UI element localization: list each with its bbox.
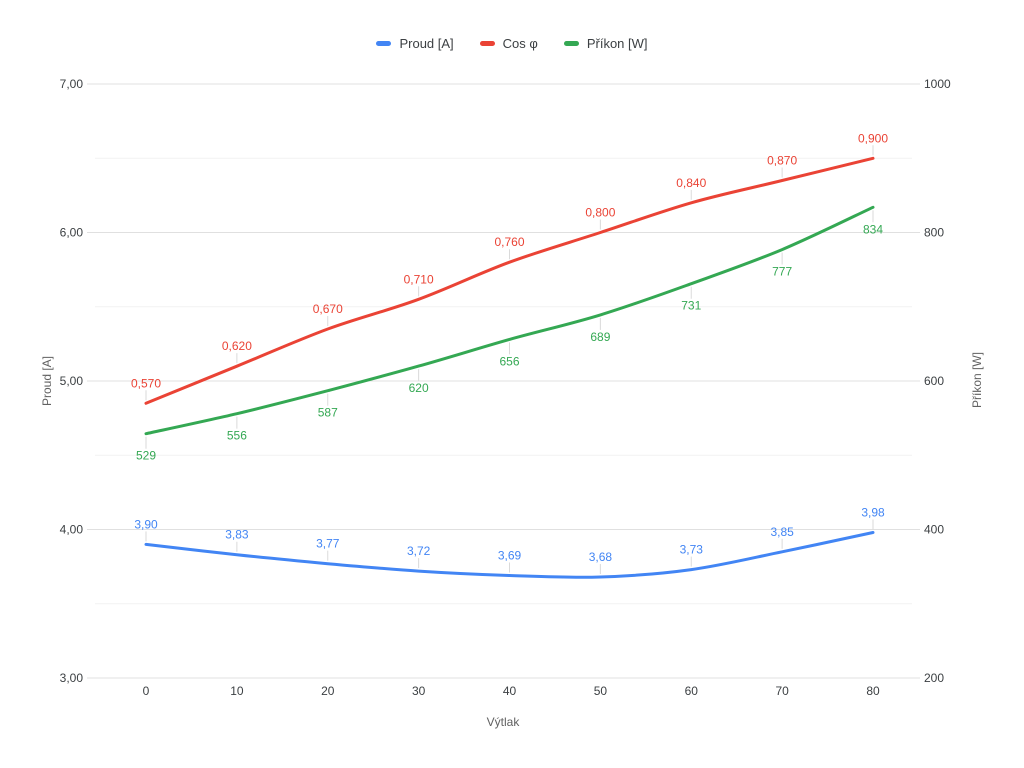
data-label: 0,620 <box>222 339 252 353</box>
data-label: 0,670 <box>313 302 343 316</box>
left-axis-tick-label: 5,00 <box>60 374 84 388</box>
series-line-cosphi <box>144 156 875 405</box>
data-label: 556 <box>227 429 247 443</box>
right-axis-tick-label: 800 <box>924 226 944 240</box>
data-label: 0,840 <box>676 176 706 190</box>
left-axis-tick-label: 3,00 <box>60 671 84 685</box>
data-label: 0,710 <box>404 272 434 286</box>
data-label: 0,870 <box>767 154 797 168</box>
legend-item-prikon: Příkon [W] <box>563 36 648 51</box>
data-label: 3,83 <box>225 528 249 542</box>
data-label: 620 <box>409 381 429 395</box>
data-label: 777 <box>772 265 792 279</box>
data-label: 3,77 <box>316 537 340 551</box>
legend-label-proud: Proud [A] <box>399 36 454 51</box>
data-label: 587 <box>318 406 338 420</box>
x-axis-title: Výtlak <box>486 715 520 729</box>
legend-label-cosphi: Cos φ <box>502 36 538 51</box>
x-axis-tick-label: 60 <box>685 684 699 698</box>
legend-swatch-proud-icon <box>376 41 392 46</box>
data-label: 0,570 <box>131 376 161 390</box>
x-axis-tick-label: 70 <box>775 684 789 698</box>
legend: Proud [A] Cos φ Příkon [W] <box>0 36 1024 51</box>
legend-swatch-prikon-icon <box>563 41 579 46</box>
right-axis-tick-label: 600 <box>924 374 944 388</box>
data-label: 0,760 <box>494 235 524 249</box>
data-label: 3,98 <box>861 505 885 519</box>
right-axis-tick-label: 400 <box>924 523 944 537</box>
data-label: 3,72 <box>407 544 431 558</box>
data-label: 0,900 <box>858 131 888 145</box>
data-label: 3,69 <box>498 549 522 563</box>
legend-item-proud: Proud [A] <box>376 36 454 51</box>
x-axis-tick-label: 0 <box>143 684 150 698</box>
data-label: 3,90 <box>134 517 158 531</box>
x-axis-tick-label: 20 <box>321 684 335 698</box>
x-axis-tick-label: 80 <box>866 684 880 698</box>
data-label: 0,800 <box>585 206 615 220</box>
legend-label-prikon: Příkon [W] <box>586 36 648 51</box>
legend-item-cosphi: Cos φ <box>479 36 538 51</box>
right-axis-tick-label: 200 <box>924 671 944 685</box>
left-axis-tick-label: 7,00 <box>60 77 84 91</box>
data-label: 731 <box>681 299 701 313</box>
x-axis-tick-label: 30 <box>412 684 426 698</box>
data-label: 689 <box>590 330 610 344</box>
data-label: 656 <box>499 354 519 368</box>
x-axis-tick-label: 10 <box>230 684 244 698</box>
data-label: 3,73 <box>680 543 704 557</box>
x-axis-tick-label: 50 <box>594 684 608 698</box>
series-line-prikon <box>144 205 875 436</box>
series-line-proud <box>144 531 875 579</box>
legend-swatch-cosphi-icon <box>479 41 495 46</box>
left-axis-tick-label: 6,00 <box>60 226 84 240</box>
data-label: 529 <box>136 449 156 463</box>
data-label: 3,85 <box>770 525 794 539</box>
left-axis-tick-label: 4,00 <box>60 523 84 537</box>
data-label: 834 <box>863 222 883 236</box>
x-axis-tick-label: 40 <box>503 684 517 698</box>
right-axis-tick-label: 1000 <box>924 77 951 91</box>
data-label: 3,68 <box>589 550 613 564</box>
